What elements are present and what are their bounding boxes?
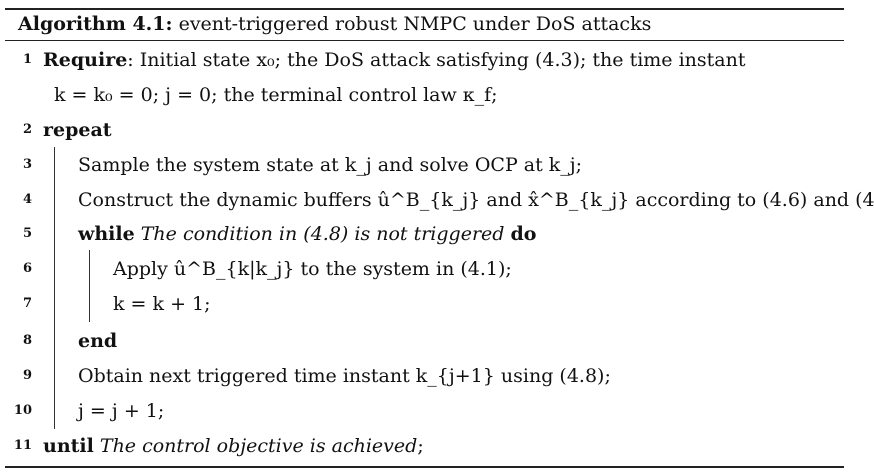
loop-condition: The condition in (4.8) is not triggered [140,223,505,245]
line-number: 2 [22,122,32,137]
line-number: 4 [22,192,32,207]
line-text: j = j + 1; [78,400,165,422]
line-text: k = k + 1; [113,293,211,315]
caption-rule [5,40,844,41]
line-text: Sample the system state at k_j and solve… [78,154,583,176]
line-number: 6 [22,261,32,276]
loop-condition: The control objective is achieved [99,435,418,457]
line-text: Construct the dynamic buffers û^B_{k_j} … [78,189,874,211]
while-indent-bar [89,250,90,322]
keyword-repeat: repeat [43,119,112,141]
line-text: Obtain next triggered time instant k_{j+… [78,365,611,387]
bottom-rule [5,466,844,468]
line-number: 11 [13,438,32,453]
line-text: : Initial state x₀; the DoS attack satis… [127,49,746,71]
line-text: ; [417,435,424,457]
algorithm-label: Algorithm 4.1: [18,13,173,35]
line-number: 5 [22,226,32,241]
algorithm-title: event-triggered robust NMPC under DoS at… [178,13,652,35]
line-number: 7 [22,296,32,311]
line-text: Apply û^B_{k|k_j} to the system in (4.1)… [113,258,512,280]
line-number: 10 [13,403,32,418]
line-number: 3 [22,157,32,172]
line-number: 1 [22,52,32,67]
repeat-indent-bar [54,147,55,429]
line-text: k = k₀ = 0; j = 0; the terminal control … [54,84,498,106]
line-number: 9 [22,368,32,383]
keyword-require: Require [43,49,128,71]
keyword-until: until [43,435,94,457]
top-rule [5,8,844,10]
keyword-while: while [78,223,135,245]
line-number: 8 [22,333,32,348]
keyword-end: end [78,330,118,352]
algorithm-caption: Algorithm 4.1: event-triggered robust NM… [18,11,651,37]
keyword-do: do [510,223,537,245]
